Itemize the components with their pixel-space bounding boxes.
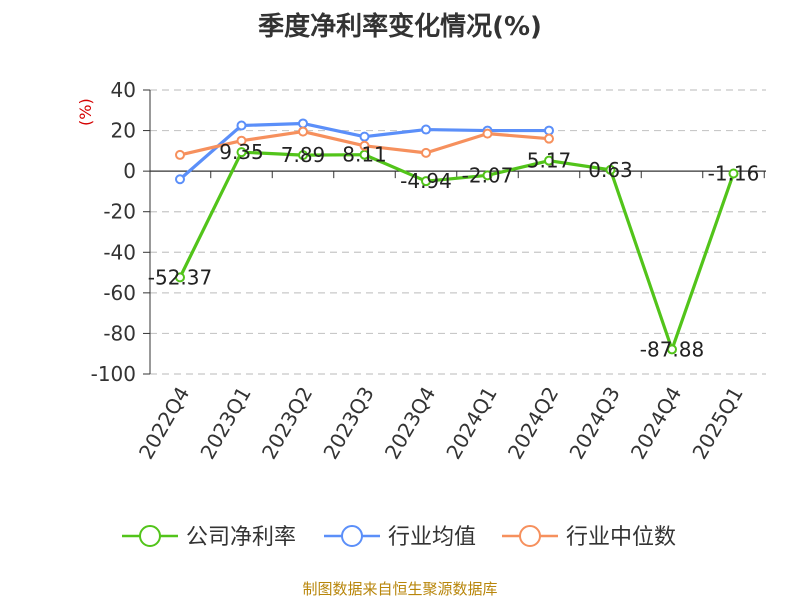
series-point-2	[421, 147, 431, 158]
data-label: -4.94	[400, 169, 452, 193]
data-label: 5.17	[527, 149, 572, 173]
x-tick-label: 2024Q2	[503, 383, 563, 464]
y-tick-label: -60	[103, 281, 136, 305]
series-point-2	[359, 140, 370, 151]
data-label: -2.07	[462, 163, 514, 187]
chart-title: 季度净利率变化情况(%)	[258, 12, 542, 42]
y-tick-label: 20	[111, 119, 136, 143]
legend-label-0: 公司净利率	[186, 525, 296, 550]
x-tick-label: 2025Q1	[687, 383, 747, 464]
legend-marker-1	[341, 525, 363, 547]
series-point-1	[236, 120, 247, 131]
data-label: 8.11	[342, 143, 387, 167]
data-label: -52.37	[148, 265, 212, 289]
series-point-1	[359, 131, 370, 142]
series-point-1	[298, 118, 308, 129]
series-point-0	[667, 344, 677, 355]
x-tick-label: 2024Q3	[564, 383, 624, 464]
legend: 公司净利率 行业均值 行业中位数	[122, 525, 676, 550]
series-point-0	[298, 150, 308, 161]
y-tick-label: -100	[91, 362, 136, 386]
data-label: 7.89	[281, 143, 326, 167]
legend-marker-0	[139, 525, 161, 547]
series-point-2	[482, 128, 493, 139]
series-point-0	[605, 164, 616, 175]
y-tick-label: -40	[103, 240, 136, 264]
series-lines	[175, 118, 739, 355]
series-point-0	[482, 170, 493, 181]
series-point-0	[175, 272, 185, 283]
source-note: 制图数据来自恒生聚源数据库	[302, 580, 498, 598]
series-point-2	[236, 135, 247, 146]
data-label: 0.63	[588, 158, 633, 182]
series-point-1	[544, 125, 554, 136]
legend-label-1: 行业均值	[388, 525, 476, 550]
x-tick-label: 2023Q4	[380, 383, 440, 464]
data-label: -1.16	[708, 161, 760, 185]
x-tick-label: 2022Q4	[134, 383, 194, 464]
series-line-0	[178, 150, 736, 352]
x-tick-label: 2024Q1	[441, 383, 501, 464]
data-labels: -52.37 9.35 7.89 8.11 -4.94 -2.07 5.17 0.63 -87.…	[148, 140, 760, 361]
legend-label-2: 行业中位数	[566, 525, 676, 550]
series-point-0	[421, 176, 431, 187]
series-point-0	[236, 147, 247, 158]
series-point-2	[298, 126, 308, 137]
y-tick-label: -20	[103, 200, 136, 224]
series-point-0	[544, 155, 554, 166]
data-label: 9.35	[219, 140, 264, 164]
series-point-1	[421, 124, 431, 135]
series-point-1	[175, 174, 185, 185]
series-point-2	[175, 149, 185, 160]
legend-marker-2	[519, 525, 541, 547]
y-tick-label: 40	[111, 78, 136, 102]
data-label: -87.88	[640, 337, 704, 361]
y-tick-label: 0	[123, 159, 136, 183]
series-point-2	[544, 133, 554, 144]
x-tick-label: 2023Q2	[257, 383, 317, 464]
x-tick-label: 2024Q4	[626, 383, 686, 464]
x-tick-label: 2023Q3	[318, 383, 378, 464]
y-tick-label: -80	[103, 321, 136, 345]
series-point-0	[728, 168, 739, 179]
x-tick-label: 2023Q1	[195, 383, 255, 464]
grid-lines	[150, 89, 766, 375]
